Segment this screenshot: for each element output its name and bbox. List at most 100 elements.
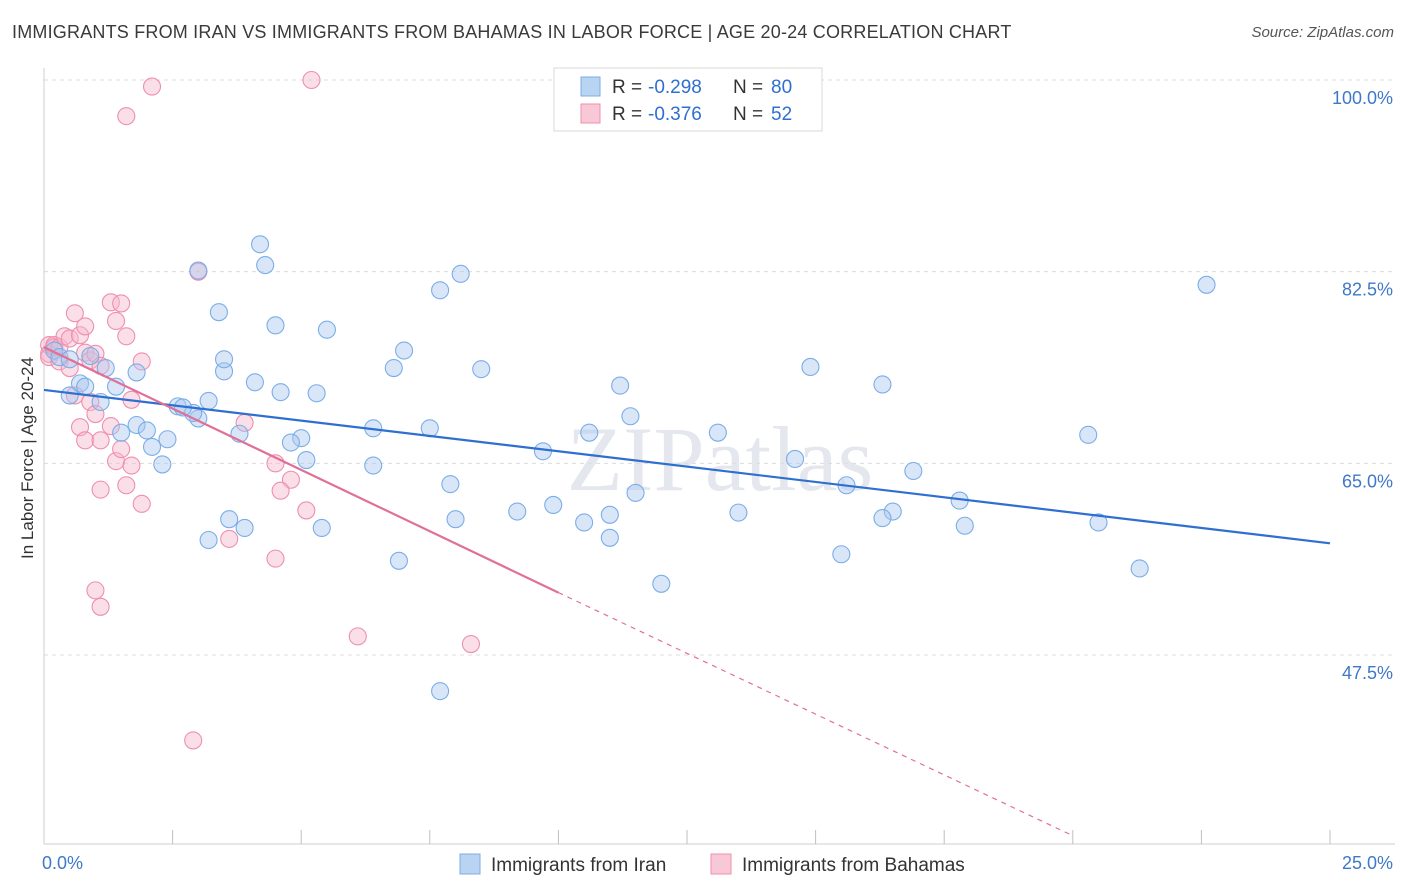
bahamas-point [106, 311, 126, 331]
iran-point [801, 357, 820, 377]
watermark: ZIPatlas [567, 408, 874, 510]
iran-point [785, 449, 805, 469]
iran-point [281, 433, 300, 452]
iran-point [312, 518, 331, 538]
iran-point [158, 430, 177, 449]
bahamas-point [91, 431, 110, 450]
iran-point [1197, 275, 1216, 294]
legend-r-value-iran: -0.298 [648, 77, 702, 98]
bahamas-point [65, 304, 84, 323]
iran-point [245, 373, 264, 392]
iran-point [81, 346, 100, 366]
iran-point [199, 391, 218, 410]
trend-lines [43, 346, 1331, 837]
y-tick-labels: 100.0% 82.5% 65.0% 47.5% [1332, 88, 1393, 683]
bottom-legend-swatch-bahamas [710, 853, 732, 875]
bahamas-point [112, 440, 131, 459]
x-tick-label: 0.0% [42, 853, 83, 873]
x-tick-label: 25.0% [1342, 853, 1393, 873]
iran-point [1079, 425, 1098, 444]
iran-point [127, 363, 146, 382]
bahamas-points [40, 70, 481, 750]
bahamas-point [220, 529, 239, 548]
iran-point [250, 235, 270, 254]
iran-point [395, 341, 414, 360]
iran-point [266, 316, 285, 335]
axes [43, 68, 1395, 845]
chart-title: IMMIGRANTS FROM IRAN VS IMMIGRANTS FROM … [12, 22, 1012, 42]
iran-point [873, 509, 892, 528]
bahamas-point [91, 480, 110, 499]
bahamas-point [76, 317, 95, 336]
iran-point [256, 256, 275, 275]
bahamas-point [132, 494, 151, 513]
iran-trend-line [43, 388, 1331, 545]
iran-point [626, 483, 645, 502]
bahamas-point [266, 549, 285, 568]
bahamas-point [142, 77, 162, 96]
iran-point [533, 442, 553, 461]
bahamas-point [302, 70, 321, 90]
iran-point [292, 429, 311, 448]
iran-point [112, 423, 131, 442]
iran-point [189, 261, 208, 280]
stats-legend: R = -0.298 N = 80 R = -0.376 N = 52 [553, 67, 823, 132]
bahamas-point [76, 431, 95, 450]
iran-point [446, 510, 465, 529]
bahamas-point [117, 107, 136, 126]
source-label: Source: ZipAtlas.com [1251, 24, 1394, 41]
iran-point [451, 264, 470, 283]
iran-point [60, 386, 79, 405]
x-tick-labels: 0.0% 25.0% [42, 853, 1393, 873]
iran-point [600, 505, 619, 524]
iran-point [575, 513, 594, 532]
y-tick-label: 47.5% [1342, 663, 1393, 683]
bahamas-point [70, 326, 90, 345]
bahamas-point [60, 329, 79, 348]
bahamas-point [91, 597, 110, 616]
iran-point [209, 303, 228, 322]
iran-point [384, 358, 403, 378]
iran-point [271, 383, 290, 402]
iran-point [441, 475, 460, 494]
iran-point [544, 495, 563, 515]
bahamas-point [117, 327, 136, 346]
iran-points [45, 235, 1216, 701]
legend-swatch-bahamas [580, 103, 601, 124]
iran-point [600, 528, 619, 547]
bahamas-point [348, 627, 367, 646]
gridlines [44, 79, 1395, 656]
iran-point [832, 545, 851, 564]
iran-point [364, 456, 383, 475]
iran-point [1130, 559, 1149, 578]
iran-point [611, 376, 630, 395]
bahamas-point [132, 352, 151, 371]
iran-point [580, 423, 599, 442]
bahamas-point [86, 404, 105, 424]
bahamas-trend-extension [558, 592, 1074, 837]
legend-n-value-bahamas: 52 [771, 104, 792, 125]
iran-point [431, 281, 450, 300]
iran-point [199, 530, 218, 550]
iran-point [389, 551, 408, 570]
iran-point [153, 455, 172, 474]
bottom-legend-label-iran: Immigrants from Iran [491, 855, 666, 876]
bahamas-trend-line [43, 346, 559, 594]
bahamas-point [461, 634, 481, 654]
legend-r-label-iran: R = [612, 77, 642, 98]
iran-point [904, 461, 923, 481]
iran-point [729, 503, 748, 522]
legend-swatch-iran [580, 76, 601, 97]
iran-point [142, 437, 162, 456]
iran-point [652, 574, 671, 593]
iran-point [883, 502, 902, 521]
legend-r-value-bahamas: -0.376 [648, 104, 702, 125]
y-tick-label: 82.5% [1342, 280, 1393, 300]
bahamas-point [122, 456, 141, 475]
legend-n-label-bahamas: N = [733, 104, 763, 125]
iran-point [297, 450, 316, 470]
iran-point [431, 682, 450, 701]
iran-point [127, 415, 146, 435]
iran-point [137, 421, 156, 440]
